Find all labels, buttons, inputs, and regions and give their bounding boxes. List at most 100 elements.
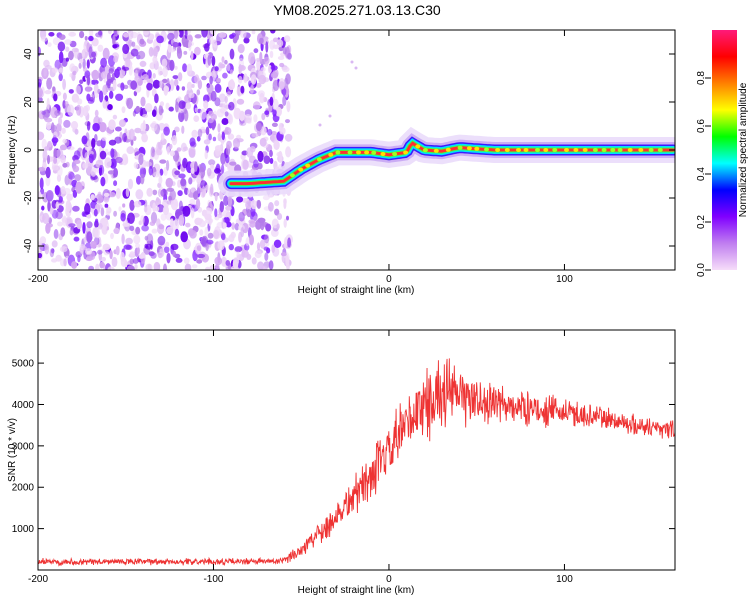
spectrogram-ridge-peak <box>552 148 558 152</box>
spectrogram-cell <box>57 41 66 52</box>
spectrogram-cell <box>141 224 149 232</box>
spectrogram-cell <box>225 154 230 164</box>
spectrogram-ridge-peak <box>516 148 521 152</box>
spectrogram-cell <box>72 189 78 198</box>
spectrogram-ridge-peak <box>564 148 569 152</box>
spectrogram-cell <box>286 215 289 221</box>
spectrogram-cell <box>221 164 225 175</box>
spectrogram-cell <box>142 114 149 118</box>
spectrogram-cell <box>162 205 169 216</box>
spectrogram-cell <box>213 229 220 239</box>
spectrogram-cell <box>90 167 97 177</box>
spectrogram-cell <box>159 248 165 254</box>
spectrogram-cell <box>86 59 90 69</box>
spectrogram-y-ticks: -40 -20 0 20 40 <box>23 48 675 253</box>
spectrogram-cell <box>241 250 249 258</box>
spectrogram-cell <box>144 103 153 113</box>
spectrogram-cell <box>221 131 225 141</box>
spectrogram-cell <box>58 67 64 73</box>
spectrogram-cell <box>135 226 141 235</box>
spectrogram-cell <box>276 223 280 230</box>
spectrogram-cell <box>175 257 183 263</box>
spectrogram-cell <box>176 147 182 152</box>
spectrogram-cell <box>154 93 159 104</box>
spectrogram-cell <box>62 78 66 91</box>
spectrogram-cell <box>254 250 262 259</box>
spectrogram-ridge-peak <box>648 148 654 152</box>
spectrogram-cell <box>135 189 144 200</box>
spectrogram-cell <box>196 89 201 96</box>
spectrogram-cell <box>79 79 84 85</box>
spectrogram-cell <box>216 77 221 83</box>
spectrogram-cell <box>166 252 171 264</box>
spectrogram-cell <box>178 200 183 211</box>
spectrogram-cell <box>78 62 82 69</box>
spectrogram-cell <box>229 48 235 60</box>
spectrogram-cell <box>188 146 196 156</box>
spectrogram-cell <box>178 173 186 179</box>
spectrogram-x-axis-label: Height of straight line (km) <box>298 285 415 296</box>
spectrogram-cell <box>51 137 59 144</box>
spectrogram-cell <box>100 176 106 187</box>
spectrogram-cell <box>181 86 186 91</box>
spectrogram-cell <box>122 66 130 71</box>
spectrogram-cell <box>84 152 89 162</box>
spectrogram-cell <box>71 93 80 103</box>
spectrogram-cell <box>227 133 235 140</box>
spectrogram-cell <box>150 47 159 56</box>
spectrogram-ridge-peak <box>356 150 361 155</box>
spectrogram-ridge-peak <box>289 173 295 178</box>
spectrogram-cell <box>138 254 145 259</box>
spectrogram-cell <box>125 237 133 245</box>
spectrogram-cell <box>278 123 283 135</box>
y-tick-label: 4000 <box>12 400 35 411</box>
spectrogram-cell <box>149 221 156 227</box>
spectrogram-cells <box>38 30 675 270</box>
x-tick-label: -100 <box>203 274 223 285</box>
spectrogram-cell <box>182 157 188 169</box>
spectrogram-cell <box>55 123 62 133</box>
spectrogram-cell <box>44 90 52 95</box>
spectrogram-cell <box>222 210 231 218</box>
spectrogram-cell <box>122 203 126 208</box>
spectrogram-cell <box>139 106 143 117</box>
spectrogram-cell <box>113 30 117 35</box>
spectrogram-cell <box>130 138 134 146</box>
spectrogram-cell <box>86 93 91 102</box>
spectrogram-cell <box>126 146 135 155</box>
spectrogram-cell <box>272 108 277 117</box>
spectrogram-x-ticks: -200 -100 0 100 <box>28 30 573 285</box>
spectrogram-cell <box>226 63 231 72</box>
spectrogram-cell <box>201 30 208 38</box>
spectrogram-cell <box>40 187 45 195</box>
x-tick-label: 0 <box>386 274 392 285</box>
spectrogram-ridge-peak <box>601 148 607 152</box>
spectrogram-cell <box>127 30 134 40</box>
spectrogram-cell <box>221 118 229 125</box>
spectrogram-cell <box>66 193 74 201</box>
spectrogram-cell <box>239 110 245 122</box>
spectrogram-cell <box>208 159 216 166</box>
snr-y-ticks: 1000 2000 3000 4000 5000 <box>12 359 675 535</box>
spectrogram-cell <box>172 75 179 80</box>
spectrogram-cell <box>172 41 179 48</box>
spectrogram-cell <box>86 221 93 229</box>
spectrogram-cell <box>75 181 83 194</box>
spectrogram-cell <box>120 212 126 222</box>
spectrogram-cell <box>286 100 291 113</box>
spectrogram-cell <box>69 73 73 78</box>
spectrogram-cell <box>114 136 122 144</box>
spectrogram-cell <box>60 112 63 119</box>
spectrogram-cell <box>229 161 237 166</box>
spectrogram-cell <box>136 175 142 185</box>
spectrogram-cell <box>261 113 266 121</box>
spectrogram-cell <box>95 263 100 270</box>
spectrogram-cell <box>224 111 229 117</box>
spectrogram-cell <box>165 102 170 110</box>
spectrogram-cell <box>274 200 280 207</box>
spectrogram-cell <box>259 239 266 249</box>
spectrogram-cell <box>138 153 144 166</box>
spectrogram-cell <box>238 120 247 127</box>
spectrogram-cell <box>125 187 130 198</box>
